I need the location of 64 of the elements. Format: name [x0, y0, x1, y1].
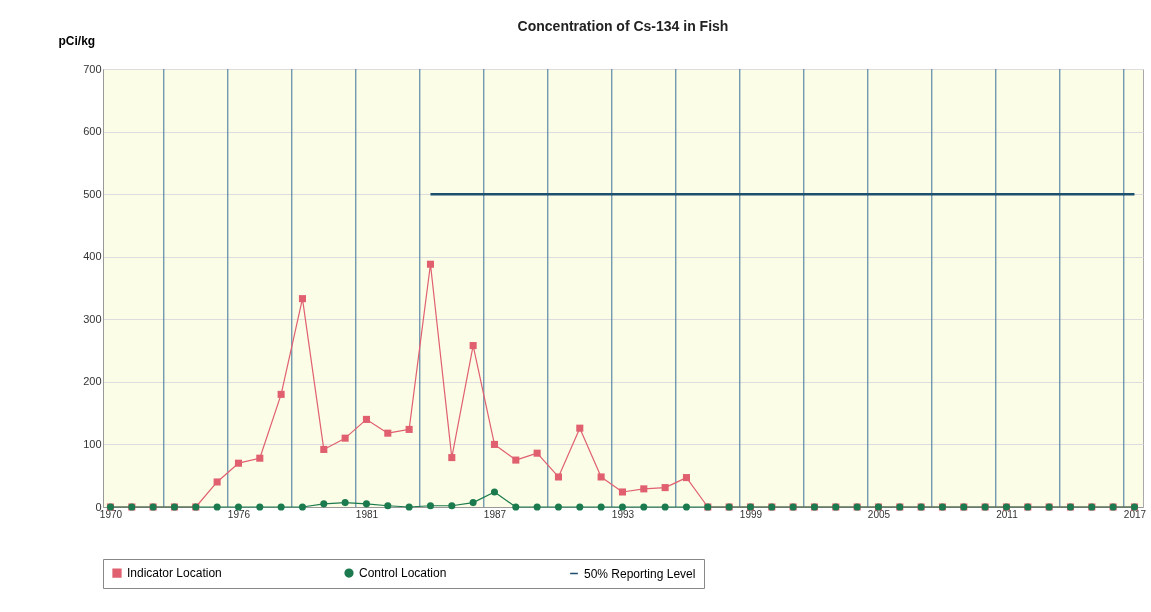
- point: [533, 449, 541, 457]
- x-tick-label: 1999: [739, 508, 763, 520]
- point: [448, 454, 456, 462]
- point: [234, 459, 242, 467]
- point: [682, 474, 690, 482]
- y-tick-label: 600: [83, 125, 102, 138]
- point: [341, 434, 349, 442]
- point: [554, 503, 562, 511]
- point: [405, 425, 413, 433]
- point: [384, 429, 392, 437]
- point: [618, 488, 626, 496]
- point: [256, 454, 264, 462]
- point: [640, 503, 648, 511]
- point: [512, 456, 520, 464]
- x-tick-label: 2005: [867, 508, 891, 520]
- point: [576, 503, 584, 511]
- point: [533, 503, 541, 511]
- y-tick-label: 400: [83, 250, 102, 263]
- point: [640, 485, 648, 493]
- x-tick-label: 2017: [1123, 508, 1147, 520]
- legend-label: Indicator Location: [127, 566, 222, 581]
- point: [405, 503, 413, 511]
- point: [448, 502, 456, 510]
- point: [213, 503, 221, 511]
- y-tick-label: 100: [83, 437, 102, 450]
- point: [426, 260, 434, 268]
- point: [576, 424, 584, 432]
- point: [682, 503, 690, 511]
- point: [298, 295, 306, 303]
- chart-title: Concentration of Cs-134 in Fish: [517, 18, 729, 34]
- point: [277, 503, 285, 511]
- legend-label: 50% Reporting Level: [584, 566, 696, 581]
- point: [490, 440, 498, 448]
- y-tick-label: 200: [83, 375, 102, 388]
- x-tick-label: 1976: [227, 508, 251, 520]
- point: [597, 473, 605, 481]
- point: [469, 342, 477, 350]
- point: [320, 445, 328, 453]
- x-tick-label: 1981: [355, 508, 379, 520]
- point: [554, 473, 562, 481]
- point: [661, 484, 669, 492]
- point: [341, 499, 349, 507]
- point: [512, 503, 520, 511]
- y-tick-label: 700: [83, 62, 102, 75]
- x-tick-label: 1993: [611, 508, 635, 520]
- x-tick-label: 1987: [483, 508, 507, 520]
- point: [661, 503, 669, 511]
- point: [490, 488, 498, 496]
- point: [298, 503, 306, 511]
- point: [213, 478, 221, 486]
- point: [384, 502, 392, 510]
- y-tick-label: 500: [83, 187, 102, 200]
- point: [426, 502, 434, 510]
- point: [277, 390, 285, 398]
- y-tick-label: 300: [83, 312, 102, 325]
- point: [597, 503, 605, 511]
- y-axis-title: pCi/kg: [58, 33, 96, 48]
- legend-label: Control Location: [359, 566, 447, 581]
- point: [469, 499, 477, 507]
- point: [362, 500, 370, 508]
- point: [362, 415, 370, 423]
- x-tick-label: 2011: [996, 508, 1019, 520]
- point: [256, 503, 264, 511]
- point: [320, 500, 328, 508]
